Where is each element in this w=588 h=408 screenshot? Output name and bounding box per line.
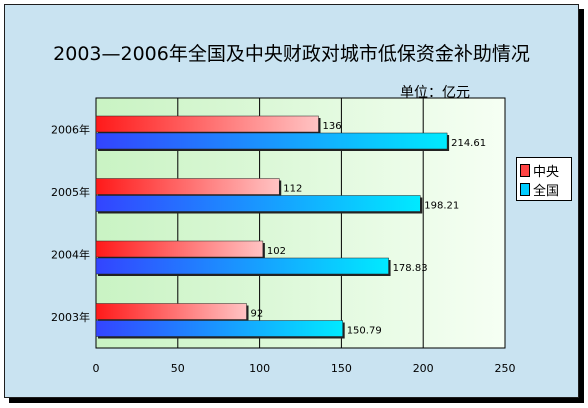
plot-area: 0 50 100 150 200 250 136 214.61 2006年 112 198.21 20… (51, 97, 516, 375)
data-label: 214.61 (451, 138, 486, 149)
legend-item-national: 全国 (520, 180, 560, 199)
bar-central (95, 303, 247, 320)
x-tick-label: 200 (413, 362, 434, 375)
legend-label-national: 全国 (533, 183, 560, 199)
unit-label: 单位：亿元 (400, 85, 470, 101)
data-label: 112 (283, 184, 302, 195)
y-category-label: 2004年 (51, 247, 90, 261)
y-category-label: 2003年 (51, 310, 90, 324)
data-label: 92 (251, 309, 264, 320)
legend: 中央 全国 (516, 157, 572, 201)
y-category-label: 2006年 (51, 122, 90, 136)
data-label: 150.79 (347, 326, 382, 337)
data-label: 136 (322, 121, 341, 132)
chart-title: 2003—2006年全国及中央财政对城市低保资金补助情况 (53, 43, 530, 65)
x-tick-label: 0 (93, 362, 100, 375)
bar-national (95, 195, 421, 212)
bar-national (95, 257, 389, 275)
x-tick-label: 50 (171, 362, 185, 375)
chart-frame: 2003—2006年全国及中央财政对城市低保资金补助情况 单位：亿元 0 50 10… (4, 4, 579, 398)
plot-border (95, 97, 506, 349)
x-tick-label: 150 (331, 362, 352, 375)
bar-national (95, 320, 343, 337)
x-tick-label: 100 (249, 362, 270, 375)
bar-central (95, 115, 319, 133)
legend-item-central: 中央 (520, 161, 560, 180)
x-tick-label: 250 (495, 362, 516, 375)
bar-central (95, 240, 264, 258)
data-label: 102 (267, 246, 286, 257)
legend-label-central: 中央 (533, 164, 560, 180)
bar-central (95, 178, 280, 195)
bar-national (95, 132, 448, 150)
legend-swatch-national (520, 182, 530, 196)
y-category-label: 2005年 (51, 185, 90, 199)
data-label: 178.83 (393, 263, 428, 274)
data-label: 198.21 (424, 201, 459, 212)
legend-swatch-central (520, 163, 530, 177)
